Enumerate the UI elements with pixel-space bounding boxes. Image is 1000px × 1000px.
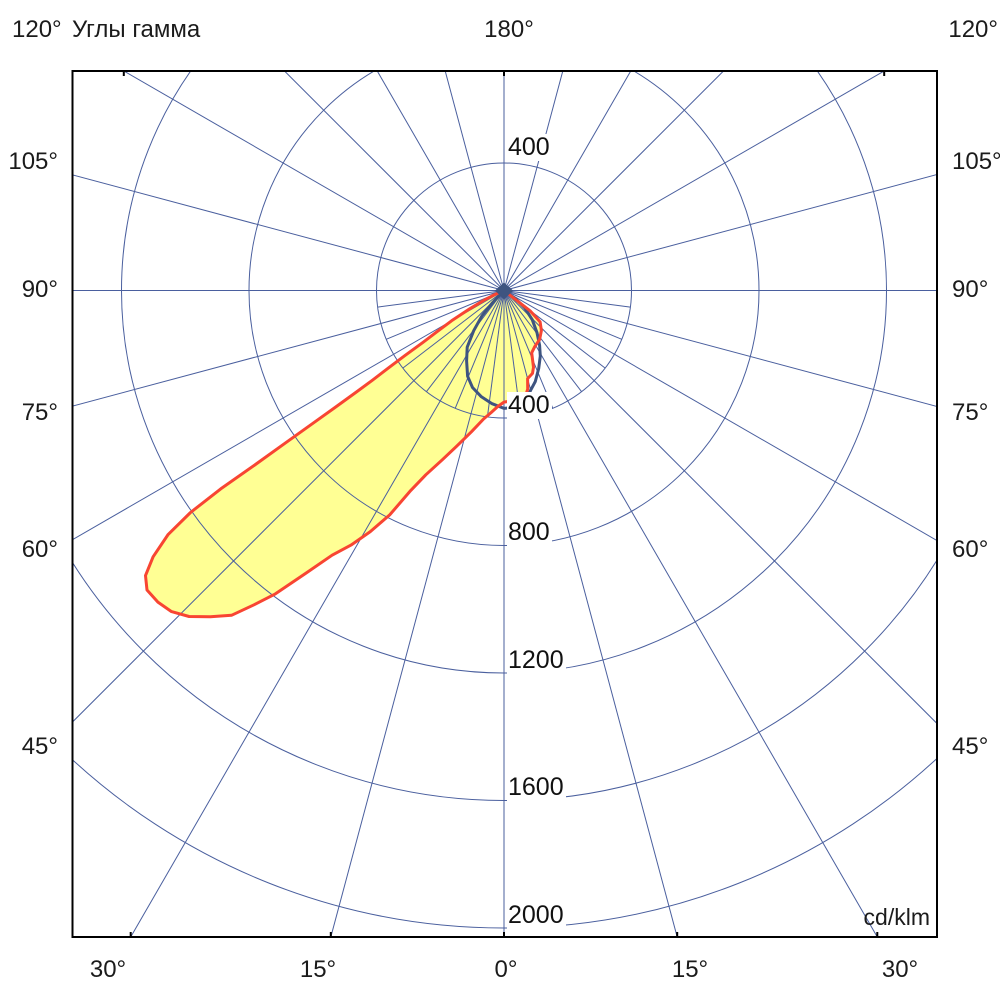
angle-label-right-60: 60° — [952, 536, 989, 563]
unit-label: cd/klm — [863, 904, 930, 930]
angle-label-right-90: 90° — [952, 276, 989, 303]
angle-label-left-45: 45° — [21, 733, 58, 760]
angle-label-bottom-0: 0° — [494, 956, 518, 983]
angle-label-left-60: 60° — [21, 536, 58, 563]
angle-label-bottom-right-30: 30° — [881, 956, 919, 983]
angle-label-right-75: 75° — [952, 399, 989, 426]
ring-label-2000: 2000 — [507, 901, 566, 929]
angle-label-bottom-left-30: 30° — [89, 956, 127, 983]
angle-label-left-105: 105° — [8, 148, 58, 175]
ring-label-400-above: 400 — [507, 133, 552, 161]
angle-label-top-left-120: 120° — [12, 16, 62, 43]
angle-label-top-180: 180° — [484, 16, 534, 43]
ring-label-1600: 1600 — [507, 773, 566, 801]
angle-label-bottom-right-15: 15° — [671, 956, 709, 983]
angle-label-left-75: 75° — [21, 399, 58, 426]
angle-label-left-90: 90° — [21, 276, 58, 303]
angle-label-right-45: 45° — [952, 733, 989, 760]
ring-label-1200: 1200 — [507, 646, 566, 674]
angle-label-bottom-left-15: 15° — [299, 956, 337, 983]
chart-title: Углы гамма — [72, 16, 201, 43]
ring-label-400-below: 400 — [507, 391, 552, 419]
angle-label-right-105: 105° — [952, 148, 1000, 175]
ring-label-800: 800 — [507, 518, 552, 546]
angle-label-top-right-120: 120° — [948, 16, 998, 43]
